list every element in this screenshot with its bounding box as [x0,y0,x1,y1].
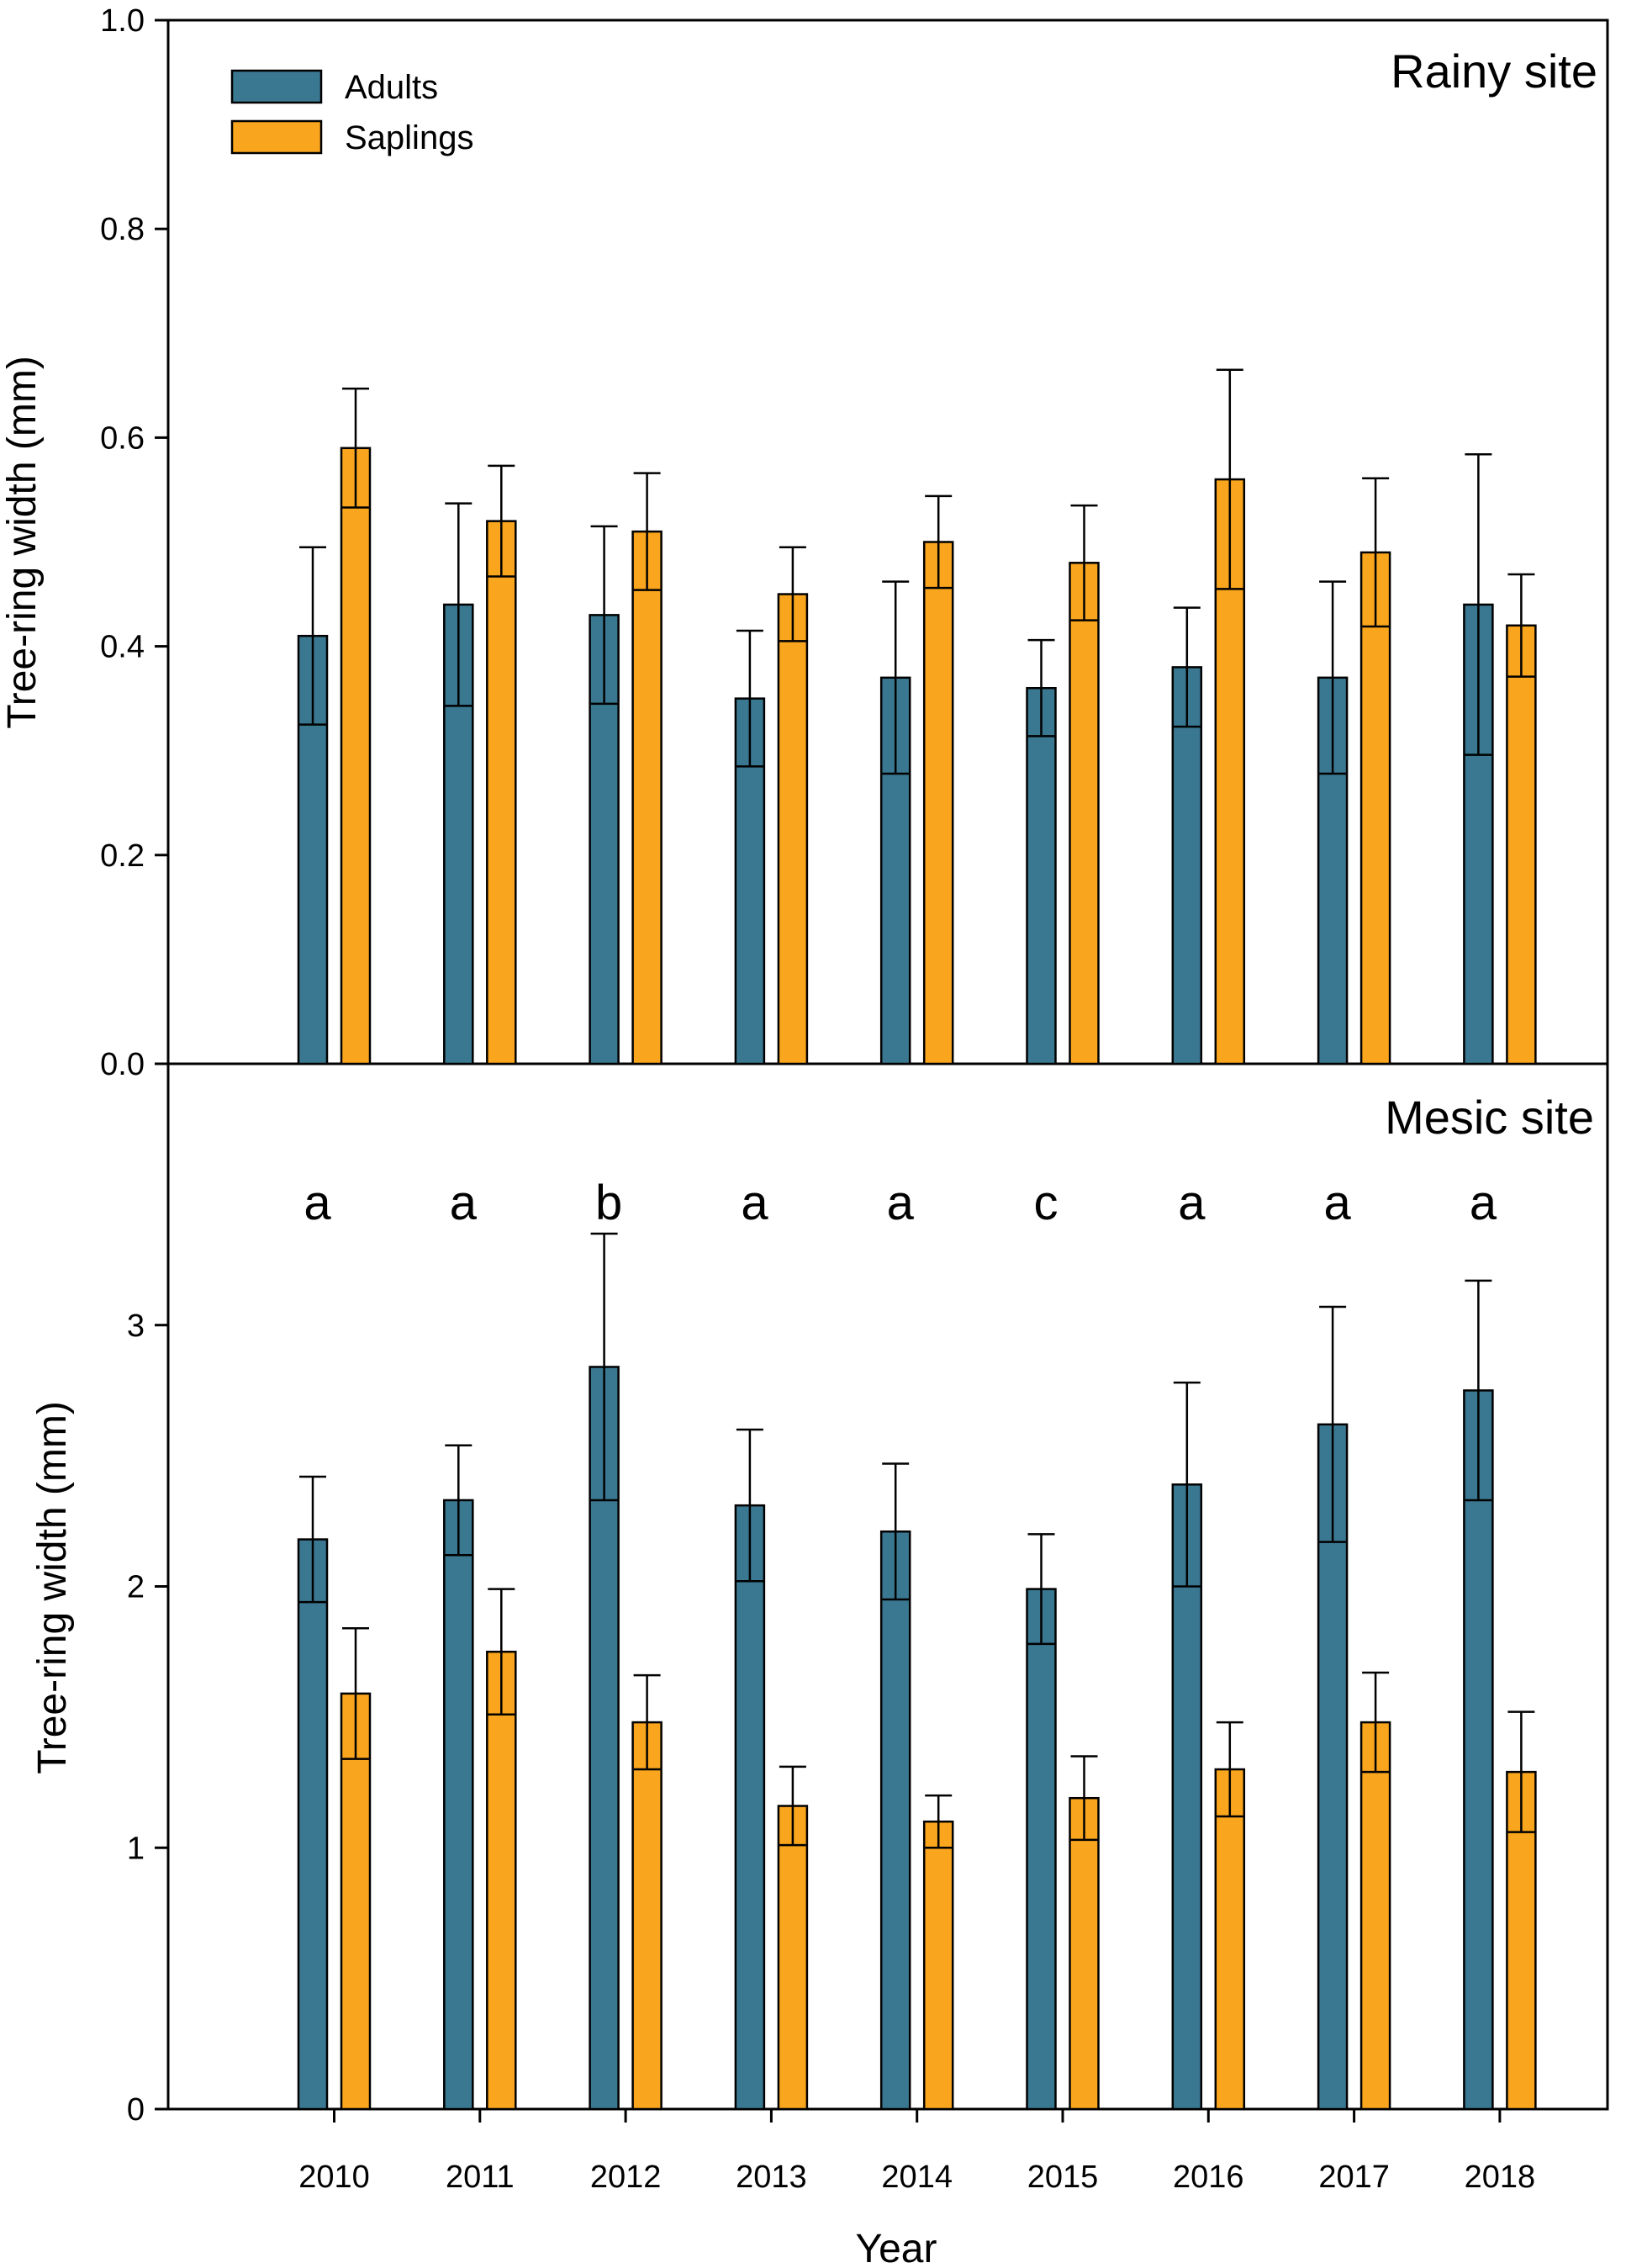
y-tick-label-mesic: 3 [127,1308,145,1344]
bar-mesic-saplings-2017 [1359,1721,1391,2111]
panel-title-rainy: Rainy site [1391,45,1597,98]
legend: Adults Saplings [230,69,473,156]
x-tick-label-2011: 2011 [446,2160,515,2195]
bar-mesic-adults-2013 [734,1504,766,2111]
bar-rainy-saplings-2018 [1506,624,1537,1065]
x-tick-label-2016: 2016 [1173,2160,1244,2195]
bar-rainy-saplings-2015 [1069,562,1100,1065]
x-tick-label-2015: 2015 [1027,2160,1099,2195]
bar-rainy-saplings-2012 [631,530,663,1065]
y-tick-label-rainy: 0.0 [100,1047,145,1082]
bar-rainy-saplings-2011 [486,520,517,1065]
legend-label-adults: Adults [345,69,438,106]
bar-mesic-saplings-2014 [922,1820,954,2111]
y-axis-title-mesic: Tree-ring width (mm) [30,1401,75,1774]
significance-letter-2016: a [1178,1176,1206,1230]
x-axis-title: Year [856,2227,937,2268]
x-tick-label-2017: 2017 [1318,2160,1390,2195]
bar-mesic-saplings-2012 [631,1721,663,2111]
significance-letter-2012: b [595,1176,622,1230]
bar-rainy-saplings-2017 [1359,551,1391,1065]
legend-label-saplings: Saplings [345,119,473,156]
y-tick-label-rainy: 0.4 [100,630,145,665]
bar-rainy-saplings-2014 [922,541,954,1065]
bar-mesic-saplings-2013 [777,1805,809,2111]
chart-marks: 0.0 0.2 0.4 0.6 0.8 1.0 0 1 2 3 a a b a a c a a a 2010 2011 2… [100,3,1537,2195]
significance-letter-2011: a [450,1176,478,1230]
bar-mesic-adults-2018 [1463,1389,1494,2111]
bar-rainy-saplings-2010 [340,447,372,1065]
x-tick-label-2018: 2018 [1465,2160,1536,2195]
bar-mesic-adults-2015 [1026,1588,1057,2111]
bar-mesic-saplings-2011 [486,1650,517,2111]
significance-letter-2014: a [887,1176,915,1230]
y-tick-label-mesic: 1 [127,1831,145,1866]
bar-mesic-adults-2010 [297,1538,329,2111]
significance-letter-2013: a [741,1176,768,1230]
bar-mesic-saplings-2016 [1214,1768,1246,2111]
bar-rainy-saplings-2013 [777,593,809,1065]
bar-mesic-saplings-2010 [340,1692,372,2111]
significance-letter-2010: a [304,1176,331,1230]
y-tick-label-rainy: 0.6 [100,420,145,456]
legend-swatch-saplings [230,119,323,155]
significance-letter-2015: c [1034,1176,1058,1230]
legend-swatch-adults [230,69,323,104]
x-tick-label-2012: 2012 [590,2160,662,2195]
bar-mesic-saplings-2015 [1069,1796,1100,2111]
bar-mesic-adults-2014 [879,1530,911,2111]
significance-letter-2017: a [1324,1176,1352,1230]
y-tick-label-mesic: 0 [127,2092,145,2128]
bar-rainy-adults-2011 [443,603,474,1065]
x-tick-label-2014: 2014 [881,2160,953,2195]
y-tick-label-rainy: 0.8 [100,212,145,247]
y-tick-label-rainy: 1.0 [100,3,145,39]
y-tick-label-rainy: 0.2 [100,838,145,874]
significance-letter-2018: a [1470,1176,1497,1230]
y-tick-label-mesic: 2 [127,1570,145,1605]
y-axis-title-rainy: Tree-ring width (mm) [0,356,45,729]
bar-mesic-adults-2016 [1171,1483,1203,2111]
bar-rainy-adults-2015 [1026,686,1057,1065]
bar-mesic-adults-2011 [443,1499,474,2111]
x-tick-label-2013: 2013 [736,2160,807,2195]
x-tick-label-2010: 2010 [298,2160,370,2195]
bar-rainy-adults-2013 [734,697,766,1065]
panel-title-mesic: Mesic site [1385,1091,1594,1144]
